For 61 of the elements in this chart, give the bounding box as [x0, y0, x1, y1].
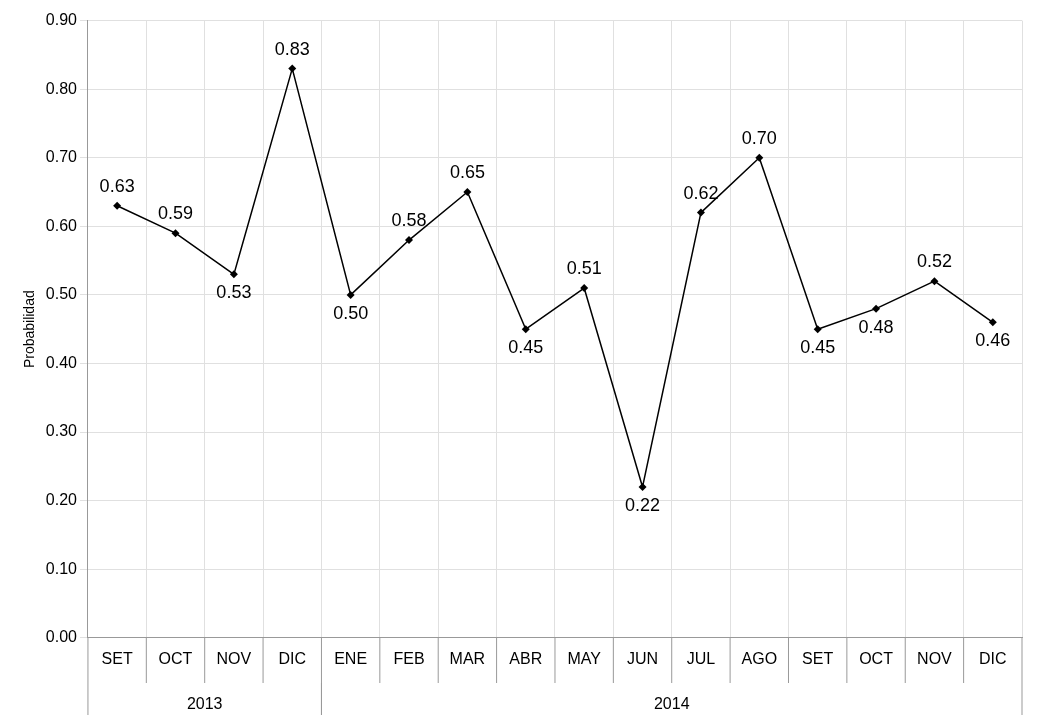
y-tick-label: 0.40: [45, 353, 78, 371]
data-label: 0.46: [975, 330, 1011, 351]
x-tick-label: MAR: [449, 649, 486, 667]
x-tick-label: OCT: [158, 649, 193, 667]
data-label: 0.53: [216, 282, 252, 303]
y-tick-label: 0.70: [45, 148, 78, 166]
point: [872, 304, 881, 313]
point: [346, 290, 355, 299]
data-label: 0.50: [333, 302, 369, 323]
data-label: 0.22: [625, 494, 661, 515]
data-label: 0.52: [916, 251, 952, 272]
point: [463, 188, 472, 197]
x-tick-label: SET: [101, 649, 133, 667]
y-tick-label: 0.90: [45, 11, 78, 29]
data-label: 0.58: [391, 210, 427, 231]
x-tick-label: SET: [802, 649, 834, 667]
point: [638, 482, 647, 491]
point: [930, 277, 939, 286]
data-label: 0.62: [683, 182, 719, 203]
point: [580, 284, 589, 293]
y-axis-title: Probabilidad: [21, 290, 38, 369]
y-tick-label: 0.50: [45, 285, 78, 303]
y-tick-label: 0.60: [45, 216, 78, 234]
data-label: 0.63: [99, 175, 135, 196]
point: [229, 270, 238, 279]
x-tick-label: MAY: [567, 649, 602, 667]
data-label: 0.45: [800, 337, 836, 358]
point: [405, 236, 414, 245]
y-tick-label: 0.00: [45, 628, 78, 646]
x-tick-label: OCT: [859, 649, 894, 667]
point: [113, 201, 122, 210]
x-tick-label: AGO: [741, 649, 778, 667]
data-label: 0.45: [508, 337, 544, 358]
y-tick-label: 0.80: [45, 79, 78, 97]
x-tick-label: JUN: [626, 649, 659, 667]
x-tick-label: JUL: [686, 649, 716, 667]
point: [696, 208, 705, 217]
y-tick-label: 0.10: [45, 559, 78, 577]
text: 2014: [653, 695, 690, 713]
point: [988, 318, 997, 327]
data-label: 0.65: [449, 162, 485, 183]
point: [813, 325, 822, 334]
data-label: 0.51: [566, 258, 602, 279]
text: 2013: [186, 695, 223, 713]
point: [288, 64, 297, 73]
y-tick-label: 0.20: [45, 491, 78, 509]
x-tick-label: ABR: [509, 649, 543, 667]
x-tick-label: FEB: [393, 649, 425, 667]
data-label: 0.48: [858, 316, 894, 337]
x-tick-label: NOV: [216, 649, 252, 667]
x-tick-label: DIC: [278, 649, 307, 667]
point: [171, 229, 180, 238]
x-tick-label: NOV: [917, 649, 953, 667]
point: [755, 153, 764, 162]
x-tick-label: DIC: [979, 649, 1007, 667]
data-label: 0.70: [741, 127, 777, 148]
x-tick-label: ENE: [334, 649, 368, 667]
point: [521, 325, 530, 334]
data-label: 0.83: [274, 38, 310, 59]
y-tick-label: 0.30: [45, 422, 78, 440]
data-label: 0.59: [157, 203, 194, 224]
